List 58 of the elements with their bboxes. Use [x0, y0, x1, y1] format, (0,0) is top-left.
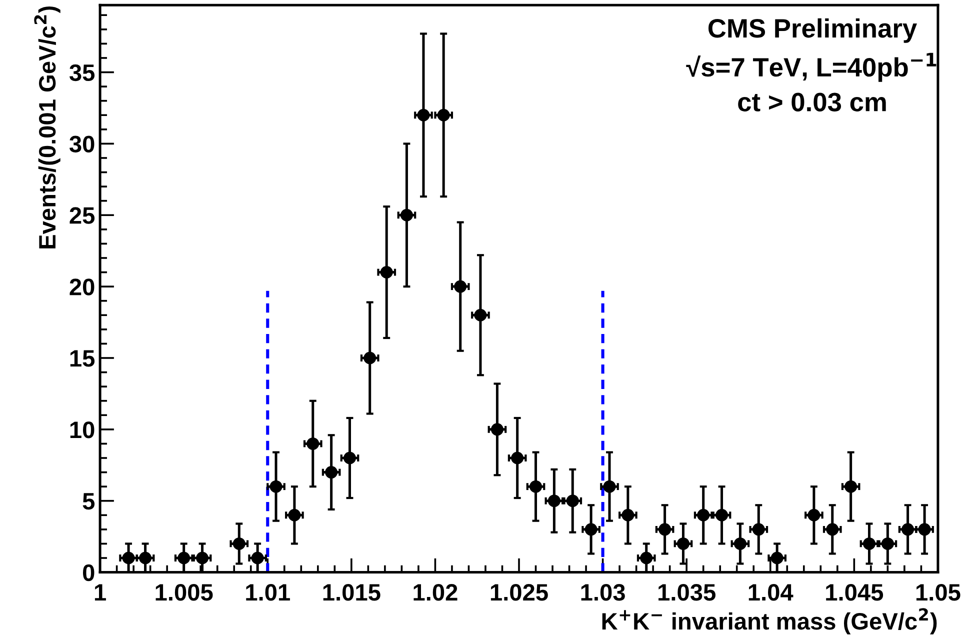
point [622, 508, 634, 522]
x-tick-label: 1.045 [826, 584, 884, 601]
x-tick-label: 1.025 [490, 584, 548, 601]
point [196, 552, 209, 564]
annotation: √s=7 TeV, L=40pb$^{−1}$ [686, 52, 936, 82]
point [808, 508, 820, 522]
point [306, 437, 320, 450]
x-tick-label: 1.005 [156, 584, 213, 601]
point [139, 552, 152, 564]
y-tick-label: 25 [70, 207, 95, 224]
x-tick-label: 1 [94, 584, 106, 601]
y-tick-label: 5 [82, 493, 95, 510]
x-tick-label: 1.035 [658, 584, 716, 601]
y-tick-label: 35 [69, 64, 95, 82]
point [862, 537, 876, 550]
point [752, 523, 765, 536]
y-tick-label: 0 [82, 564, 94, 582]
point [697, 508, 710, 522]
point [584, 523, 598, 536]
x-tick-label: 1.02 [414, 584, 458, 601]
y-tick-label: 15 [70, 350, 95, 367]
y-tick-label: 30 [69, 136, 94, 153]
point [232, 537, 246, 550]
point [474, 308, 487, 322]
x-tick-label: 1.04 [748, 584, 794, 601]
point [881, 537, 894, 550]
x-tick-label: 1.015 [323, 584, 380, 601]
point [734, 537, 746, 550]
y-tick-label: 20 [70, 278, 94, 296]
point [454, 280, 467, 293]
point [511, 452, 524, 464]
y-axis-title: Events/(0.001 GeV/c$^{2}$) [34, 6, 60, 248]
point [325, 466, 338, 479]
point [826, 523, 839, 536]
annotation: ct > 0.03 cm [738, 92, 886, 112]
y-tick-label: 10 [70, 421, 94, 438]
point [490, 423, 504, 436]
point [178, 552, 190, 564]
point [603, 480, 616, 493]
annotation: CMS Preliminary [708, 18, 917, 43]
point [343, 452, 356, 464]
point [844, 480, 858, 493]
x-tick-label: 1.05 [916, 584, 960, 601]
point [716, 508, 728, 522]
point [288, 508, 301, 522]
x-tick-label: 1.03 [581, 584, 625, 601]
point [530, 480, 542, 493]
point [902, 523, 914, 536]
point [548, 494, 560, 508]
point [364, 352, 376, 364]
point [270, 480, 282, 493]
x-axis-title: K$^{+}$K$^{−}$ invariant mass (GeV/c$^{2}$) [602, 608, 937, 634]
point [400, 208, 413, 222]
point [380, 266, 393, 279]
x-tick-label: 1.01 [246, 584, 290, 601]
point [640, 552, 653, 564]
point [658, 523, 672, 536]
point [676, 537, 690, 550]
